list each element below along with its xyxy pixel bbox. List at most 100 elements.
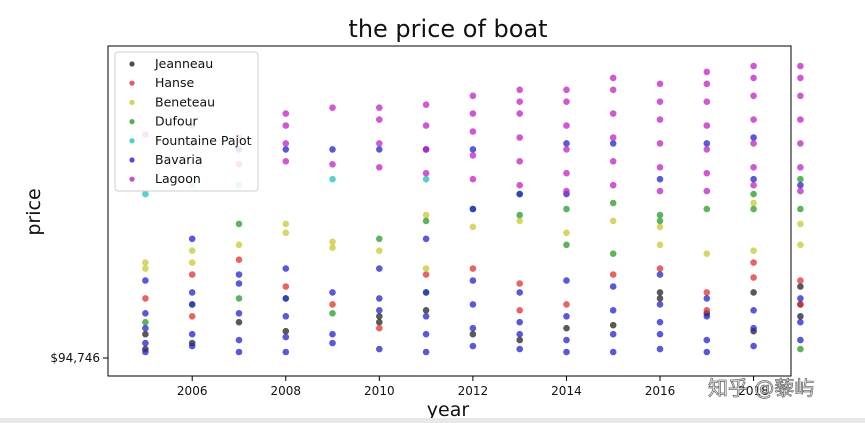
data-point: [422, 289, 430, 296]
data-point: [609, 250, 617, 257]
data-point: [469, 146, 477, 153]
data-point: [563, 86, 570, 94]
data-point: [516, 98, 523, 105]
data-point: [797, 62, 804, 70]
data-point: [797, 175, 804, 183]
data-point: [609, 217, 617, 225]
data-point: [329, 310, 336, 317]
data-point: [142, 348, 149, 356]
data-point: [142, 330, 149, 338]
data-point: [422, 313, 430, 320]
y-axis-ticks: $94,746: [50, 351, 108, 365]
data-point: [516, 345, 523, 353]
data-point: [703, 187, 711, 195]
data-point: [235, 220, 243, 228]
data-point: [797, 336, 804, 344]
data-point: [376, 116, 383, 123]
data-point: [656, 140, 664, 147]
data-point: [656, 164, 664, 171]
data-point: [703, 122, 711, 129]
data-point: [329, 289, 336, 296]
data-point: [750, 289, 757, 296]
chart-title: the price of boat: [348, 15, 547, 43]
data-point: [376, 164, 383, 171]
data-point: [750, 342, 757, 350]
data-point: [188, 259, 196, 266]
data-point: [656, 271, 664, 278]
data-point: [188, 271, 196, 278]
data-point: [750, 181, 757, 189]
data-point: [750, 205, 757, 213]
legend-marker: [129, 80, 135, 86]
data-point: [376, 307, 383, 314]
data-point: [703, 313, 711, 320]
data-point: [656, 265, 664, 272]
data-point: [563, 205, 570, 213]
data-point: [516, 307, 523, 314]
data-point: [563, 140, 570, 147]
data-point: [750, 274, 757, 281]
data-point: [376, 313, 383, 320]
legend-label: Hanse: [155, 75, 194, 90]
data-point: [750, 92, 757, 100]
data-point: [750, 62, 757, 70]
data-point: [282, 313, 290, 320]
data-point: [797, 277, 804, 284]
data-point: [282, 283, 290, 290]
data-point: [609, 321, 617, 329]
x-tick-label: 2012: [458, 384, 489, 398]
data-point: [235, 280, 243, 287]
data-point: [142, 265, 149, 272]
data-point: [797, 187, 804, 195]
data-point: [750, 74, 757, 82]
data-point: [469, 342, 477, 350]
data-point: [235, 271, 243, 278]
data-point: [609, 140, 617, 147]
data-point: [797, 283, 804, 290]
legend-marker: [129, 99, 135, 105]
data-point: [469, 330, 477, 338]
series-bavaria: [142, 134, 804, 356]
data-point: [797, 116, 804, 123]
data-point: [142, 190, 149, 198]
data-point: [656, 241, 664, 249]
data-point: [469, 110, 477, 117]
series-beneteau: [142, 199, 804, 272]
legend-label: Bavaria: [155, 152, 203, 167]
series-lagoon: [142, 62, 804, 195]
x-tick-label: 2008: [270, 384, 301, 398]
data-point: [750, 190, 757, 198]
data-point: [422, 330, 430, 338]
data-point: [656, 98, 664, 105]
data-point: [422, 348, 430, 356]
data-point: [422, 307, 430, 314]
data-point: [282, 295, 290, 302]
data-point: [469, 223, 477, 231]
data-point: [516, 318, 523, 326]
data-point: [750, 247, 757, 254]
data-point: [656, 80, 664, 88]
data-point: [797, 295, 804, 302]
data-point: [703, 80, 711, 88]
data-point: [142, 310, 149, 317]
data-point: [797, 164, 804, 171]
data-point: [235, 310, 243, 317]
data-point: [703, 205, 711, 213]
data-point: [376, 146, 383, 153]
data-point: [656, 175, 664, 183]
data-point: [142, 259, 149, 266]
data-point: [703, 98, 711, 105]
data-point: [188, 235, 196, 243]
data-point: [422, 146, 430, 153]
legend-marker: [129, 176, 135, 182]
data-point: [282, 327, 290, 335]
data-point: [609, 283, 617, 290]
x-axis-label: year: [427, 399, 470, 421]
data-point: [422, 101, 430, 108]
legend-label: Beneteau: [155, 94, 215, 109]
data-point: [469, 152, 477, 159]
data-point: [516, 330, 523, 338]
data-point: [282, 146, 290, 153]
data-point: [422, 169, 430, 177]
data-point: [329, 146, 336, 153]
